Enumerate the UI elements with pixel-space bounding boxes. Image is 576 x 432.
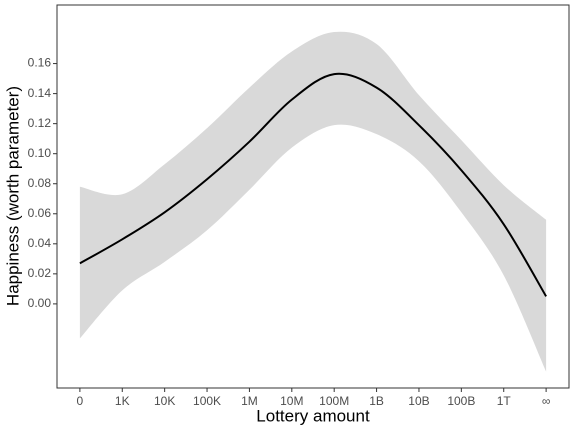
x-tick-label: 1K bbox=[115, 394, 130, 408]
y-tick-label: 0.10 bbox=[28, 146, 52, 160]
x-tick-label: 0 bbox=[77, 394, 84, 408]
y-tick-label: 0.06 bbox=[28, 206, 52, 220]
x-tick-label: 100K bbox=[193, 394, 221, 408]
y-axis-title: Happiness (worth parameter) bbox=[3, 86, 22, 306]
x-tick-label: 10B bbox=[408, 394, 429, 408]
x-axis-title: Lottery amount bbox=[256, 406, 370, 425]
x-tick-label: 100B bbox=[447, 394, 475, 408]
y-tick-label: 0.14 bbox=[28, 86, 52, 100]
y-tick-label: 0.02 bbox=[28, 266, 52, 280]
y-tick-label: 0.04 bbox=[28, 236, 52, 250]
panel-border bbox=[56, 4, 570, 389]
y-tick-label: 0.08 bbox=[28, 176, 52, 190]
x-tick-label: ∞ bbox=[542, 394, 551, 408]
x-tick-label: 1T bbox=[497, 394, 512, 408]
y-tick-label: 0.12 bbox=[28, 116, 52, 130]
y-tick-label: 0.00 bbox=[28, 296, 52, 310]
x-tick-label: 1M bbox=[241, 394, 258, 408]
confidence-band bbox=[79, 31, 547, 372]
y-tick-label: 0.16 bbox=[28, 56, 52, 70]
x-tick-label: 10M bbox=[280, 394, 303, 408]
x-tick-label: 100M bbox=[319, 394, 349, 408]
x-tick-label: 10K bbox=[154, 394, 175, 408]
line bbox=[79, 72, 547, 297]
x-tick-label: 1B bbox=[369, 394, 384, 408]
